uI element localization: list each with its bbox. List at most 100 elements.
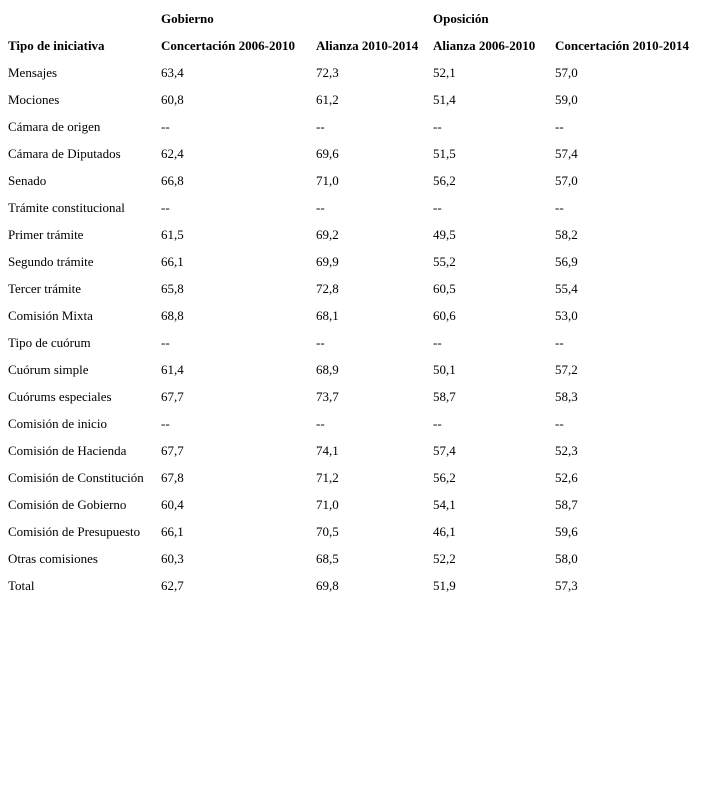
group-header-row: Gobierno Oposición [8, 5, 701, 32]
cell-value: 71,0 [316, 496, 339, 512]
cell-value: 69,6 [316, 145, 339, 161]
row-label: Comisión de Hacienda [8, 442, 127, 458]
cell-value: 59,6 [555, 523, 578, 539]
row-label: Senado [8, 172, 47, 188]
row-label: Cuórum simple [8, 361, 89, 377]
table-row: Comisión Mixta 68,8 68,1 60,6 53,0 [8, 302, 701, 329]
cell-value: 73,7 [316, 388, 339, 404]
table-row: Cámara de Diputados 62,4 69,6 51,5 57,4 [8, 140, 701, 167]
table-row: Cámara de origen -- -- -- -- [8, 113, 701, 140]
cell-value: 52,3 [555, 442, 578, 458]
cell-value: -- [555, 415, 564, 431]
cell-value: 68,5 [316, 550, 339, 566]
row-label: Tercer trámite [8, 280, 82, 296]
cell-value: -- [433, 334, 442, 350]
cell-value: 56,2 [433, 172, 456, 188]
cell-value: -- [161, 118, 170, 134]
table-row: Total 62,7 69,8 51,9 57,3 [8, 572, 701, 599]
table-row: Mociones 60,8 61,2 51,4 59,0 [8, 86, 701, 113]
row-label: Cuórums especiales [8, 388, 112, 404]
cell-value: 58,3 [555, 388, 578, 404]
row-label: Otras comisiones [8, 550, 98, 566]
row-label: Comisión Mixta [8, 307, 93, 323]
cell-value: 69,2 [316, 226, 339, 242]
table-row: Otras comisiones 60,3 68,5 52,2 58,0 [8, 545, 701, 572]
cell-value: 68,9 [316, 361, 339, 377]
cell-value: 60,3 [161, 550, 184, 566]
cell-value: 57,3 [555, 577, 578, 593]
cell-value: 68,8 [161, 307, 184, 323]
cell-value: 53,0 [555, 307, 578, 323]
cell-value: 60,6 [433, 307, 456, 323]
table-row: Comisión de Presupuesto 66,1 70,5 46,1 59,6 [8, 518, 701, 545]
cell-value: 69,9 [316, 253, 339, 269]
cell-value: 58,7 [555, 496, 578, 512]
cell-value: -- [161, 199, 170, 215]
cell-value: 58,0 [555, 550, 578, 566]
row-label: Segundo trámite [8, 253, 94, 269]
cell-value: 52,2 [433, 550, 456, 566]
cell-value: 66,8 [161, 172, 184, 188]
cell-value: 63,4 [161, 64, 184, 80]
cell-value: 54,1 [433, 496, 456, 512]
cell-value: 60,4 [161, 496, 184, 512]
cell-value: 57,4 [555, 145, 578, 161]
table-row: Comisión de Constitución 67,8 71,2 56,2 52,6 [8, 464, 701, 491]
row-label: Comisión de Presupuesto [8, 523, 141, 539]
row-label: Primer trámite [8, 226, 84, 242]
cell-value: 61,2 [316, 91, 339, 107]
cell-value: 62,4 [161, 145, 184, 161]
cell-value: -- [316, 415, 325, 431]
row-label: Comisión de Gobierno [8, 496, 127, 512]
cell-value: 56,2 [433, 469, 456, 485]
table-row: Comisión de Gobierno 60,4 71,0 54,1 58,7 [8, 491, 701, 518]
group-header-spacer [8, 5, 161, 32]
row-label: Cámara de origen [8, 118, 101, 134]
cell-value: 62,7 [161, 577, 184, 593]
cell-value: 72,3 [316, 64, 339, 80]
cell-value: -- [433, 199, 442, 215]
table-row: Primer trámite 61,5 69,2 49,5 58,2 [8, 221, 701, 248]
cell-value: 56,9 [555, 253, 578, 269]
cell-value: 66,1 [161, 523, 184, 539]
cell-value: 69,8 [316, 577, 339, 593]
cell-value: 55,4 [555, 280, 578, 296]
cell-value: 71,0 [316, 172, 339, 188]
column-header-concertacion-2006-2010: Concertación 2006-2010 [161, 37, 295, 53]
cell-value: 70,5 [316, 523, 339, 539]
cell-value: 51,9 [433, 577, 456, 593]
cell-value: 57,0 [555, 172, 578, 188]
cell-value: 60,8 [161, 91, 184, 107]
cell-value: 67,7 [161, 442, 184, 458]
cell-value: 58,7 [433, 388, 456, 404]
cell-value: -- [316, 118, 325, 134]
cell-value: 61,4 [161, 361, 184, 377]
table-row: Tipo de cuórum -- -- -- -- [8, 329, 701, 356]
initiative-cohesion-table: Gobierno Oposición Tipo de iniciativa Co… [8, 5, 701, 599]
cell-value: 67,8 [161, 469, 184, 485]
row-label: Total [8, 577, 35, 593]
table-header: Gobierno Oposición Tipo de iniciativa Co… [8, 5, 701, 59]
cell-value: 55,2 [433, 253, 456, 269]
row-label: Tipo de cuórum [8, 334, 91, 350]
column-header-tipo-de-iniciativa: Tipo de iniciativa [8, 37, 105, 53]
cell-value: 74,1 [316, 442, 339, 458]
group-header-oposicion: Oposición [433, 10, 489, 26]
row-label: Mensajes [8, 64, 58, 80]
table-body: Mensajes 63,4 72,3 52,1 57,0 Mociones 60,8 61,2… [8, 59, 701, 599]
row-label: Mociones [8, 91, 60, 107]
cell-value: 51,4 [433, 91, 456, 107]
row-label: Cámara de Diputados [8, 145, 121, 161]
cell-value: 52,1 [433, 64, 456, 80]
cell-value: 60,5 [433, 280, 456, 296]
table-row: Mensajes 63,4 72,3 52,1 57,0 [8, 59, 701, 86]
table-row: Segundo trámite 66,1 69,9 55,2 56,9 [8, 248, 701, 275]
cell-value: 57,0 [555, 64, 578, 80]
table-row: Trámite constitucional -- -- -- -- [8, 194, 701, 221]
cell-value: 46,1 [433, 523, 456, 539]
table-row: Comisión de Hacienda 67,7 74,1 57,4 52,3 [8, 437, 701, 464]
row-label: Comisión de Constitución [8, 469, 144, 485]
cell-value: 50,1 [433, 361, 456, 377]
cell-value: 59,0 [555, 91, 578, 107]
cell-value: 68,1 [316, 307, 339, 323]
